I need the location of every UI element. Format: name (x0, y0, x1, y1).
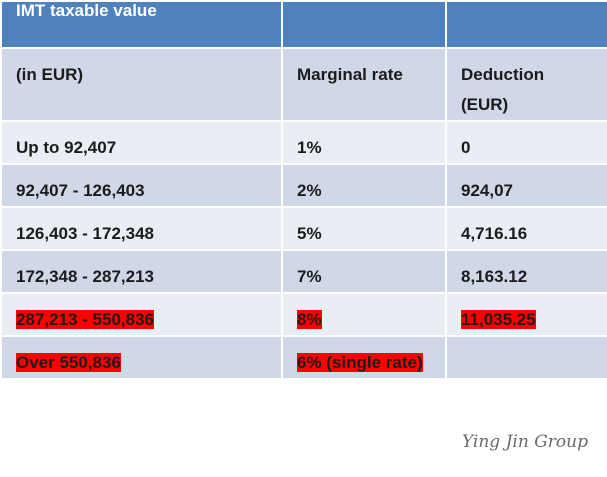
cell-text: 172,348 - 287,213 (16, 267, 155, 286)
table-row: Over 550,836 6% (single rate) (0, 335, 607, 380)
table-cell: 126,403 - 172,348 (0, 206, 283, 251)
table-cell: 2% (281, 163, 447, 208)
table-cell: Deduction (EUR) (445, 47, 607, 122)
header-text: IMT taxable value (16, 1, 157, 20)
cell-text: 5% (297, 224, 322, 243)
cell-text: 2% (297, 181, 322, 200)
table-cell: 5% (281, 206, 447, 251)
table-row: 287,213 - 550,836 8% 11,035.25 (0, 292, 607, 337)
cell-text: 0 (461, 138, 471, 157)
header-cell: IMT taxable value (0, 0, 283, 49)
table-cell: Marginal rate (281, 47, 447, 122)
table-cell: 92,407 - 126,403 (0, 163, 283, 208)
cell-text: 92,407 - 126,403 (16, 181, 145, 200)
cell-text: 924,07 (461, 181, 513, 200)
header-cell (445, 0, 607, 49)
table-cell: 6% (single rate) (281, 335, 447, 380)
cell-text: 4,716.16 (461, 224, 528, 243)
table-cell: Up to 92,407 (0, 120, 283, 165)
cell-text: 1% (297, 138, 322, 157)
imt-table: IMT taxable value (in EUR) Marginal rate De… (0, 0, 607, 380)
cell-text: 8% (297, 310, 322, 329)
table-cell: 1% (281, 120, 447, 165)
cell-text: Up to 92,407 (16, 138, 117, 157)
table-cell: 11,035.25 (445, 292, 607, 337)
cell-text: 6% (single rate) (297, 353, 423, 372)
table-row: Up to 92,407 1% 0 (0, 120, 607, 165)
cell-text: 8,163.12 (461, 267, 528, 286)
cell-text: Over 550,836 (16, 353, 121, 372)
table-cell: 172,348 - 287,213 (0, 249, 283, 294)
cell-text: Deduction (EUR) (461, 65, 545, 114)
table-cell: 8,163.12 (445, 249, 607, 294)
table-cell: 8% (281, 292, 447, 337)
watermark: Ying Jin Group (462, 432, 588, 452)
table-row: 126,403 - 172,348 5% 4,716.16 (0, 206, 607, 251)
table-cell: 4,716.16 (445, 206, 607, 251)
cell-text: 11,035.25 (461, 310, 536, 329)
cell-text: (in EUR) (16, 65, 84, 84)
table-cell: Over 550,836 (0, 335, 283, 380)
table-cell: 924,07 (445, 163, 607, 208)
header-cell (281, 0, 447, 49)
table-cell: (in EUR) (0, 47, 283, 122)
table-row: (in EUR) Marginal rate Deduction (EUR) (0, 47, 607, 122)
cell-text: Marginal rate (297, 65, 403, 84)
table-cell: 287,213 - 550,836 (0, 292, 283, 337)
header-row: IMT taxable value (0, 0, 607, 49)
cell-text: 287,213 - 550,836 (16, 310, 155, 329)
table-row: 92,407 - 126,403 2% 924,07 (0, 163, 607, 208)
cell-text: 7% (297, 267, 322, 286)
table-body: IMT taxable value (in EUR) Marginal rate De… (0, 0, 607, 380)
table-cell: 7% (281, 249, 447, 294)
table-cell: 0 (445, 120, 607, 165)
table-cell (445, 335, 607, 380)
table-row: 172,348 - 287,213 7% 8,163.12 (0, 249, 607, 294)
cell-text: 126,403 - 172,348 (16, 224, 155, 243)
